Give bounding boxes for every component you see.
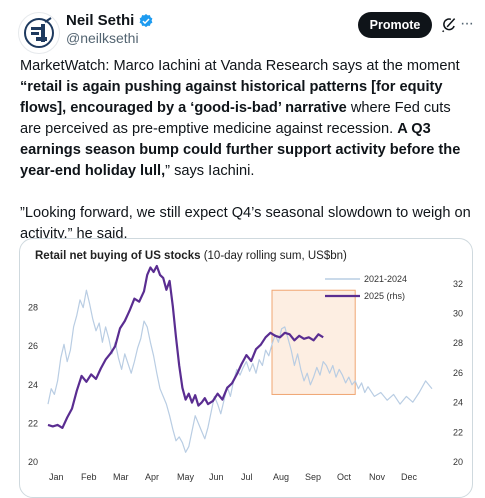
logo-icon <box>24 17 54 48</box>
x-tick-label: Jun <box>209 472 224 482</box>
y-right-tick-label: 20 <box>453 457 463 467</box>
name-row: Neil Sethi <box>66 12 154 29</box>
x-tick-label: Dec <box>401 472 418 482</box>
series-line-2021-2024 <box>47 289 433 453</box>
y-left-tick-label: 26 <box>28 341 38 351</box>
x-tick-label: May <box>177 472 195 482</box>
bold-segment: “retail is again pushing against histori… <box>20 79 443 116</box>
avatar[interactable] <box>18 12 60 54</box>
y-left-tick-label: 20 <box>28 457 38 467</box>
highlight-box <box>271 289 356 395</box>
chart-title: Retail net buying of US stocks (10-day r… <box>35 250 347 262</box>
y-right-tick-label: 24 <box>453 398 463 408</box>
promote-button[interactable]: Promote <box>358 12 432 38</box>
x-tick-label: Feb <box>81 472 97 482</box>
y-right-tick-label: 22 <box>453 427 463 437</box>
chart-title-main: Retail net buying of US stocks <box>35 250 201 262</box>
text-segment: ” says Iachini. <box>165 163 255 179</box>
x-tick-label: Oct <box>337 472 352 482</box>
legend-label: 2025 (rhs) <box>364 291 405 301</box>
x-tick-label: Nov <box>369 472 386 482</box>
handle[interactable]: @neilksethi <box>66 30 139 46</box>
bold-segment: A Q3 earnings season bump could further … <box>20 121 461 179</box>
y-right-tick-label: 30 <box>453 309 463 319</box>
tweet-paragraph-1: MarketWatch: Marco Iachini at Vanda Rese… <box>20 56 472 182</box>
y-left-tick-label: 28 <box>28 303 38 313</box>
x-tick-label: Aug <box>273 472 289 482</box>
y-left-tick-label: 24 <box>28 380 38 390</box>
legend-label: 2021-2024 <box>364 274 407 284</box>
x-tick-label: Mar <box>113 472 129 482</box>
x-tick-label: Sep <box>305 472 321 482</box>
y-right-tick-label: 32 <box>453 279 463 289</box>
chart-title-suffix: (10-day rolling sum, US$bn) <box>201 250 348 262</box>
x-tick-label: Apr <box>145 472 159 482</box>
chart-svg: Jan Feb Mar Apr May Jun Jul Aug Sep Oct Nov Dec 20 22… <box>28 250 463 482</box>
verified-badge-icon <box>139 13 153 27</box>
text-segment: where Fed cuts are perceived as pre-empt… <box>20 100 451 137</box>
grok-icon[interactable] <box>440 16 458 34</box>
display-name[interactable]: Neil Sethi <box>66 12 135 29</box>
y-right-tick-label: 26 <box>453 368 463 378</box>
y-right-tick-label: 28 <box>453 338 463 348</box>
text-segment: MarketWatch: Marco Iachini at Vanda Rese… <box>20 58 460 74</box>
tweet-header: Neil Sethi @neilksethi Promote ··· <box>0 0 485 54</box>
x-tick-label: Jan <box>49 472 64 482</box>
chart-image[interactable]: Jan Feb Mar Apr May Jun Jul Aug Sep Oct Nov Dec 20 22… <box>19 238 473 498</box>
y-left-tick-label: 22 <box>28 418 38 428</box>
series-line-2025 <box>47 264 324 429</box>
tweet-text: MarketWatch: Marco Iachini at Vanda Rese… <box>20 56 472 245</box>
x-tick-label: Jul <box>241 472 253 482</box>
more-options-icon[interactable]: ··· <box>460 15 474 32</box>
